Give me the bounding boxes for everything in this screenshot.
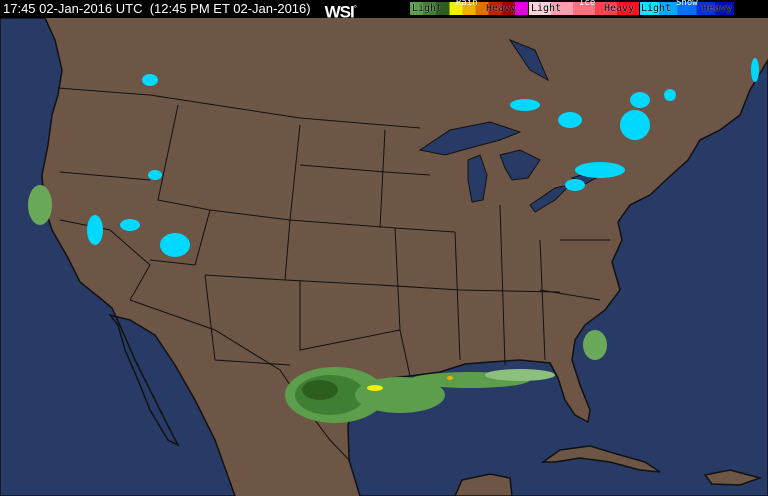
pacific-ocean [0, 18, 236, 496]
snow-title: Snow [676, 0, 698, 8]
rain-gradient [410, 2, 528, 15]
snow-light-label: Light [641, 3, 672, 14]
snow-heavy-label: Heavy [702, 3, 733, 14]
legend-ice: Light Ice Heavy [529, 0, 639, 15]
header-bar: 17:45 02-Jan-2016 UTC (12:45 PM ET 02-Ja… [0, 0, 768, 21]
ice-gradient [529, 2, 639, 15]
cuba [540, 445, 661, 473]
hispaniola [703, 469, 763, 486]
precipitation-snow [87, 58, 759, 257]
ice-heavy-label: Heavy [604, 3, 635, 14]
yucatan [454, 473, 513, 496]
map-canvas[interactable] [0, 18, 768, 496]
rain-heavy-label: Heavy [486, 3, 517, 14]
ice-title: Ice [579, 0, 596, 8]
snow-gradient [640, 2, 734, 15]
logo-text: WSI [324, 2, 355, 22]
legend-rain: Light Rain Heavy [410, 0, 528, 15]
rain-light-label: Light [412, 3, 443, 14]
precipitation-rain [28, 185, 607, 423]
borders [57, 87, 610, 461]
ice-light-label: Light [531, 3, 562, 14]
timestamp: 17:45 02-Jan-2016 UTC (12:45 PM ET 02-Ja… [3, 1, 311, 16]
legend-snow: Light Snow Heavy [640, 0, 734, 15]
rain-title: Rain [456, 0, 478, 8]
header-row: 17:45 02-Jan-2016 UTC (12:45 PM ET 02-Ja… [3, 0, 357, 21]
logo-mark: ° [353, 4, 357, 13]
wsi-logo: WSI° [324, 0, 357, 22]
